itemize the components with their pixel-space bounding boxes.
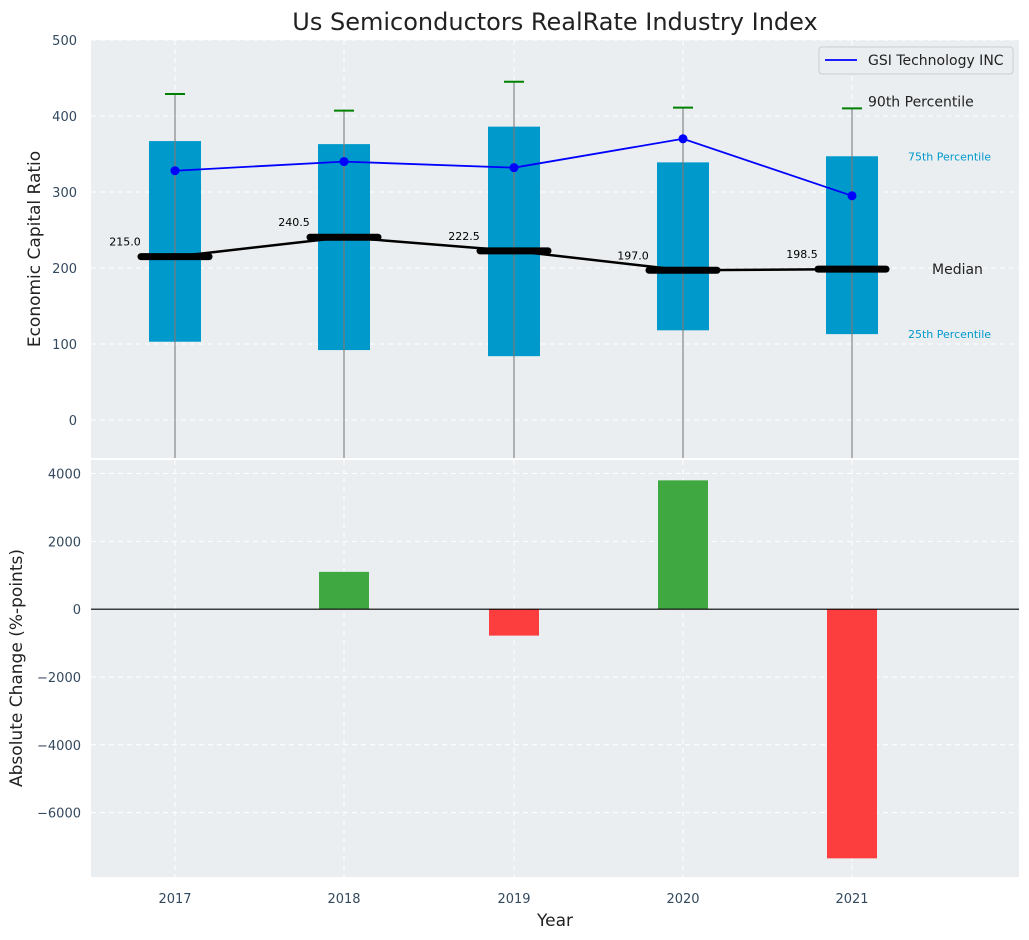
change-bar [658,480,708,610]
legend-label: GSI Technology INC [868,53,1004,69]
plot-background-bottom [91,460,1019,877]
series-point [509,163,519,173]
y-tick-label-bottom: −2000 [37,671,81,686]
box-plot-panel: 0 100 200 300 400 500 215.0 240.5 222.5 197.0 198.… [52,34,1019,458]
median-value-label: 215.0 [109,236,141,249]
median-value-label: 198.5 [786,248,818,261]
change-bar [827,609,877,859]
x-tick-label: 2020 [666,892,699,907]
series-point [678,134,688,144]
chart-title: Us Semiconductors RealRate Industry Inde… [292,8,817,36]
series-point [847,191,857,201]
median-value-label: 222.5 [448,230,480,243]
x-tick-label: 2018 [327,892,360,907]
x-axis-label: Year [536,911,573,931]
series-point [170,166,180,176]
y-tick-label-bottom: −6000 [37,807,81,822]
annotation-median: Median [932,262,983,278]
legend-box [818,46,1014,75]
x-tick-label: 2017 [158,892,191,907]
y-tick-label-top: 100 [52,338,77,353]
y-tick-label-top: 300 [52,186,77,201]
change-bar [319,571,369,610]
annotation-p75: 75th Percentile [908,150,991,163]
y-tick-label-top: 0 [69,414,77,429]
median-value-label: 240.5 [278,216,310,229]
y-tick-label-bottom: 4000 [48,468,81,483]
y-tick-label-top: 500 [52,34,77,49]
y-tick-label-bottom: 0 [73,603,81,618]
y-tick-label-top: 200 [52,262,77,277]
y-axis-label-top: Economic Capital Ratio [25,151,45,347]
median-value-label: 197.0 [617,249,649,262]
x-tick-label: 2019 [497,892,530,907]
x-tick-label: 2021 [835,892,868,907]
y-tick-label-bottom: −4000 [37,739,81,754]
annotation-p25: 25th Percentile [908,328,991,341]
series-point [339,157,349,167]
change-bar [489,609,539,636]
y-tick-label-top: 400 [52,110,77,125]
annotation-p90: 90th Percentile [868,94,974,110]
y-axis-label-bottom: Absolute Change (%-points) [7,549,27,787]
y-tick-label-bottom: 2000 [48,535,81,550]
change-bar-panel: −6000 −4000 −2000 0 2000 4000 2017 2018 2019 2020… [37,458,1019,907]
